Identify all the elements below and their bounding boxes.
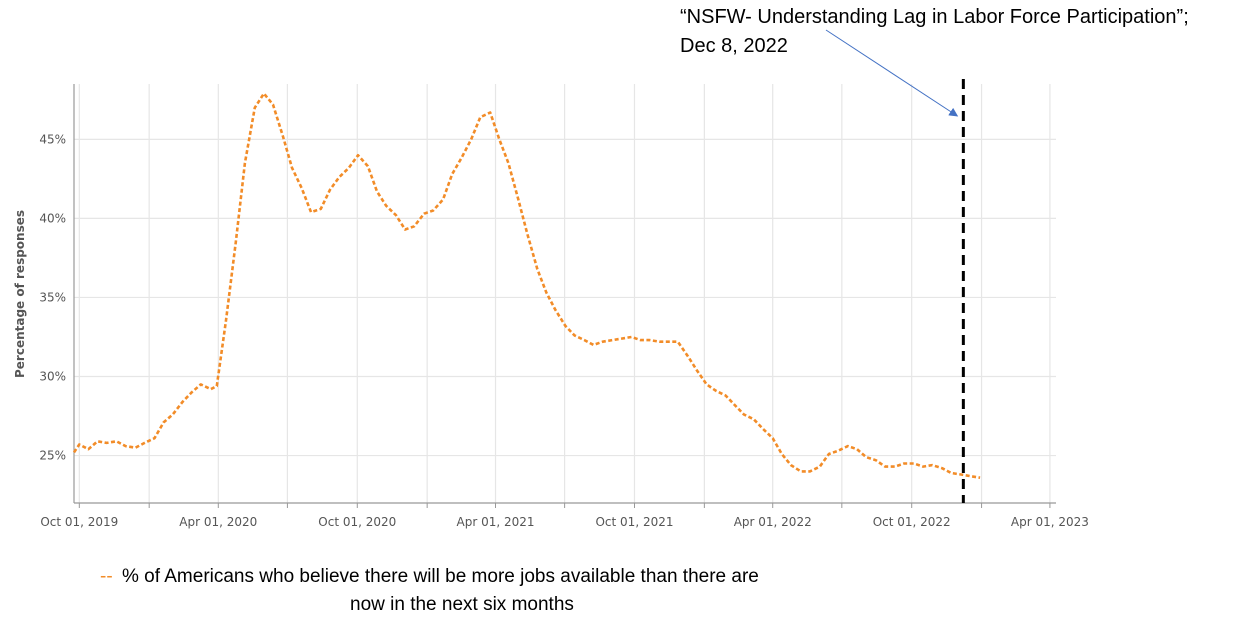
legend-label-line-1: % of Americans who believe there will be… [122,566,759,587]
annotation-text-line-1: “NSFW- Understanding Lag in Labor Force … [680,6,1189,28]
x-tick-label: Oct 01, 2021 [595,515,673,529]
x-tick-label: Apr 01, 2022 [734,515,812,529]
legend-label-line-2: now in the next six months [350,594,574,615]
x-tick-label: Apr 01, 2023 [1011,515,1089,529]
y-tick-labels: 25% 30% 35% 40% 45% [39,132,66,462]
x-tick-label: Apr 01, 2021 [457,515,535,529]
annotation-arrow [825,29,959,117]
y-axis-title: Percentage of responses [13,210,27,378]
y-tick-label: 40% [39,211,66,225]
y-tick-label: 25% [39,449,66,463]
y-tick-label: 30% [39,370,66,384]
y-tick-label: 45% [39,132,66,146]
x-tick-labels: Oct 01, 2019 Apr 01, 2020 Oct 01, 2020 Apr … [40,515,1089,529]
annotation-text-line-2: Dec 8, 2022 [680,35,788,57]
x-tick-label: Oct 01, 2020 [318,515,396,529]
series-layer [72,92,981,479]
x-tick-label: Oct 01, 2019 [40,515,118,529]
x-tick-label: Apr 01, 2020 [179,515,257,529]
legend-marker: -- [100,566,113,587]
gridlines [74,84,1056,503]
x-tick-label: Oct 01, 2022 [873,515,951,529]
series-line-0 [72,92,981,479]
legend: -- % of Americans who believe there will… [100,566,759,615]
axes [73,84,1056,508]
annotation: “NSFW- Understanding Lag in Labor Force … [680,6,1189,503]
y-tick-label: 35% [39,290,66,304]
